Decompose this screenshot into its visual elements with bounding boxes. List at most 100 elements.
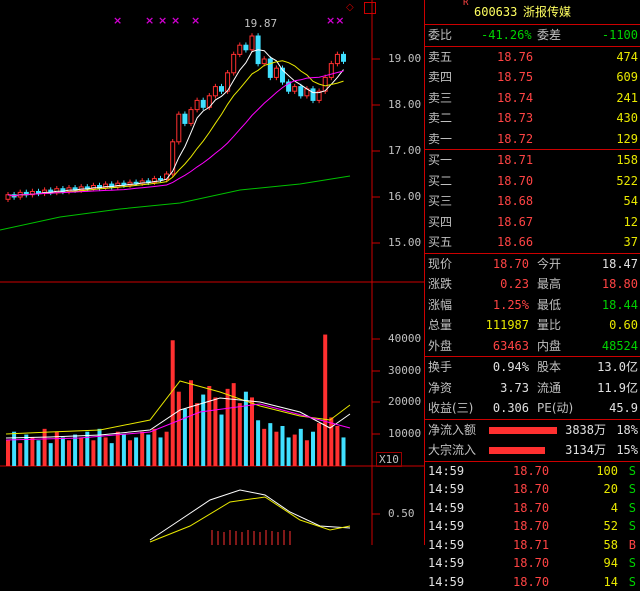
- sell-volume: 430: [616, 108, 638, 129]
- quote-value: 0.23: [500, 274, 529, 295]
- volume-axis-label: 20000: [388, 395, 424, 408]
- volume-bar: [299, 429, 303, 466]
- event-marker-icon[interactable]: ××: [326, 14, 344, 27]
- event-marker-icon[interactable]: ×: [191, 14, 200, 27]
- buy-price: 18.66: [497, 232, 533, 253]
- volume-bar: [232, 383, 236, 466]
- volume-bar: [335, 426, 339, 466]
- volume-bar: [79, 437, 83, 466]
- candle-body: [262, 59, 266, 64]
- tick-volume: 100: [596, 462, 618, 481]
- candle-body: [311, 89, 315, 101]
- volume-bar: [171, 340, 175, 466]
- volume-bar: [268, 423, 272, 466]
- fundamental-value: 0.306: [493, 398, 529, 419]
- fundamental-label: 净资: [428, 378, 452, 399]
- price-axis-label: 16.00: [388, 190, 424, 203]
- volume-bar: [110, 443, 114, 466]
- volume-bar: [104, 437, 108, 466]
- quote-value: 63463: [493, 336, 529, 357]
- fundamental-value: 45.9: [609, 398, 638, 419]
- volume-bar: [244, 392, 248, 466]
- high-price-label: 19.87: [244, 17, 277, 30]
- event-marker-icon[interactable]: ×: [113, 14, 122, 27]
- fundamental-label: 换手: [428, 357, 452, 378]
- volume-axis-label: 30000: [388, 364, 424, 377]
- diamond-icon[interactable]: ◇: [346, 2, 354, 13]
- candle-body: [213, 87, 217, 96]
- volume-unit-label: X10: [376, 452, 402, 467]
- buy-level-label: 买一: [428, 150, 452, 171]
- flow-label: 净流入额: [428, 420, 476, 441]
- volume-bar: [274, 432, 278, 466]
- event-marker-icon[interactable]: ×: [145, 14, 154, 27]
- buy-level-label: 买四: [428, 212, 452, 233]
- sell-price: 18.73: [497, 108, 533, 129]
- candle-body: [329, 64, 333, 78]
- candle-body: [159, 179, 163, 180]
- fundamental-value: 0.94%: [493, 357, 529, 378]
- quote-value: 18.80: [602, 274, 638, 295]
- volume-bar: [43, 429, 47, 466]
- volume-bar: [207, 386, 211, 466]
- candle-body: [134, 182, 138, 183]
- flow-pct: 18%: [616, 420, 638, 441]
- quote-label: 总量: [428, 315, 452, 336]
- price-axis-label: 17.00: [388, 144, 424, 157]
- volume-bar: [311, 432, 315, 466]
- corner-box-icon[interactable]: [364, 2, 376, 14]
- candle-body: [201, 100, 205, 107]
- buy-volume: 12: [624, 212, 638, 233]
- order-ratio-row: 委比 -41.26% 委差 -1100: [425, 25, 640, 47]
- tick-price: 18.70: [513, 462, 549, 481]
- candle-body: [183, 114, 187, 123]
- tick-side: S: [629, 554, 636, 573]
- buy-price: 18.68: [497, 191, 533, 212]
- candle-body: [238, 45, 242, 54]
- quote-value: 111987: [486, 315, 529, 336]
- quote-value: 0.60: [609, 315, 638, 336]
- volume-bar: [122, 435, 126, 466]
- candle-body: [220, 87, 224, 92]
- tick-side: S: [629, 499, 636, 518]
- quote-label: 今开: [537, 254, 561, 275]
- buy-price: 18.71: [497, 150, 533, 171]
- quote-value: 48524: [602, 336, 638, 357]
- quote-label: 外盘: [428, 336, 452, 357]
- volume-axis-label: 10000: [388, 427, 424, 440]
- volume-axis-label: 40000: [388, 332, 424, 345]
- fundamental-value: 3.73: [500, 378, 529, 399]
- buy-level-label: 买三: [428, 191, 452, 212]
- volume-bar: [49, 443, 53, 466]
- flow-bar: [489, 427, 557, 434]
- volume-bar: [201, 395, 205, 466]
- volume-bar: [165, 432, 169, 466]
- fundamental-label: 流通: [537, 378, 561, 399]
- kline-chart-panel[interactable]: ◇ 19.87 × × × × × ×× 19.00 18.00 17.00 1…: [0, 0, 424, 545]
- tick-side: S: [629, 480, 636, 499]
- event-marker-icon[interactable]: ×: [158, 14, 167, 27]
- volume-bar: [30, 437, 34, 466]
- kline-chart[interactable]: [0, 0, 424, 545]
- volume-bar: [67, 440, 71, 466]
- event-marker-icon[interactable]: ×: [171, 14, 180, 27]
- volume-bar: [220, 415, 224, 466]
